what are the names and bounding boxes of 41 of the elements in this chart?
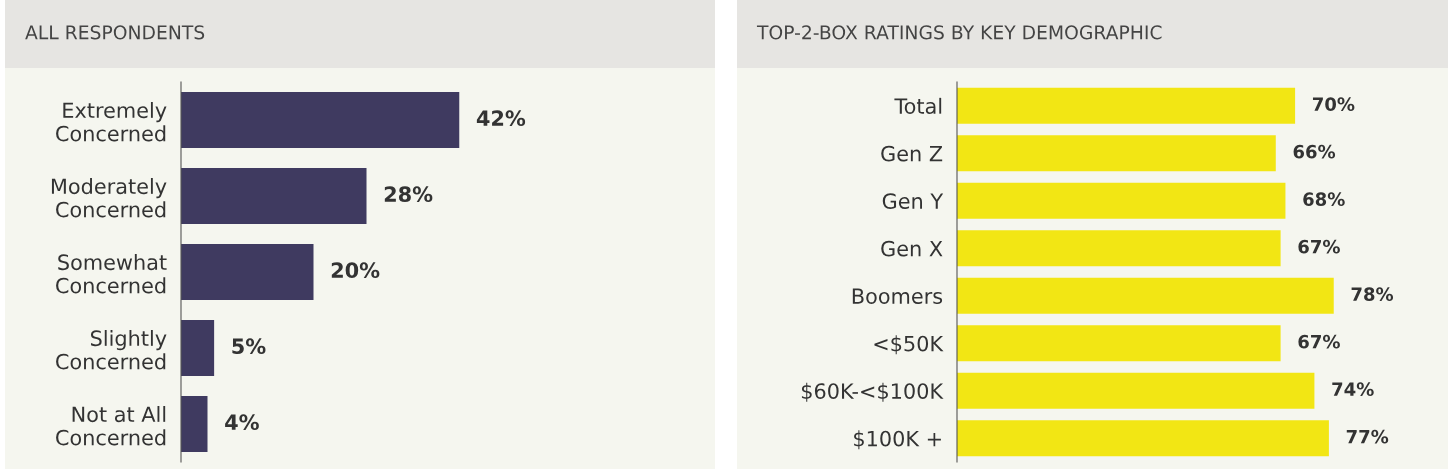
y-tick-label: Total bbox=[894, 97, 942, 114]
data-label: 67% bbox=[1298, 239, 1340, 254]
bar bbox=[181, 167, 367, 225]
bar bbox=[957, 325, 1281, 362]
y-tick-label: Gen Z bbox=[881, 145, 943, 162]
data-label: 68% bbox=[1303, 192, 1345, 206]
bar bbox=[957, 135, 1276, 172]
bar bbox=[957, 277, 1334, 314]
bar bbox=[181, 91, 460, 149]
bar bbox=[957, 372, 1315, 409]
chart-title: ALL RESPONDENTS bbox=[25, 25, 205, 40]
bar bbox=[957, 182, 1286, 219]
bar bbox=[181, 395, 208, 453]
y-tick-label: Extremely Concerned bbox=[56, 102, 167, 142]
bar bbox=[181, 243, 314, 301]
y-tick-label: Gen X bbox=[881, 240, 943, 257]
data-label: 66% bbox=[1293, 144, 1336, 159]
data-label: 77% bbox=[1346, 429, 1389, 444]
data-label: 78% bbox=[1351, 287, 1394, 301]
y-tick-label: Somewhat Concerned bbox=[56, 254, 167, 294]
bar bbox=[957, 87, 1296, 124]
data-label: 42% bbox=[476, 110, 526, 127]
y-tick-label: Moderately Concerned bbox=[51, 178, 167, 218]
data-label: 20% bbox=[331, 262, 380, 279]
y-tick-label: Boomers bbox=[852, 288, 943, 304]
y-tick-label: Gen Y bbox=[882, 193, 944, 209]
y-tick-label: Slightly Concerned bbox=[56, 330, 167, 370]
chart-title: TOP-2-BOX RATINGS BY KEY DEMOGRAPHIC bbox=[756, 25, 1162, 40]
data-label: 28% bbox=[384, 186, 433, 203]
bar bbox=[957, 420, 1329, 457]
data-label: 67% bbox=[1298, 334, 1340, 349]
data-label: 70% bbox=[1312, 97, 1355, 111]
data-label: 74% bbox=[1332, 382, 1374, 396]
bar bbox=[957, 230, 1281, 267]
y-tick-label: $60K-<$100K bbox=[801, 382, 944, 402]
y-tick-label: <$50K bbox=[874, 335, 944, 355]
data-label: 4% bbox=[225, 414, 259, 431]
bar bbox=[181, 319, 215, 377]
y-tick-label: $100K + bbox=[854, 430, 941, 450]
data-label: 5% bbox=[232, 338, 266, 355]
y-tick-label: Not at All Concerned bbox=[56, 406, 166, 446]
